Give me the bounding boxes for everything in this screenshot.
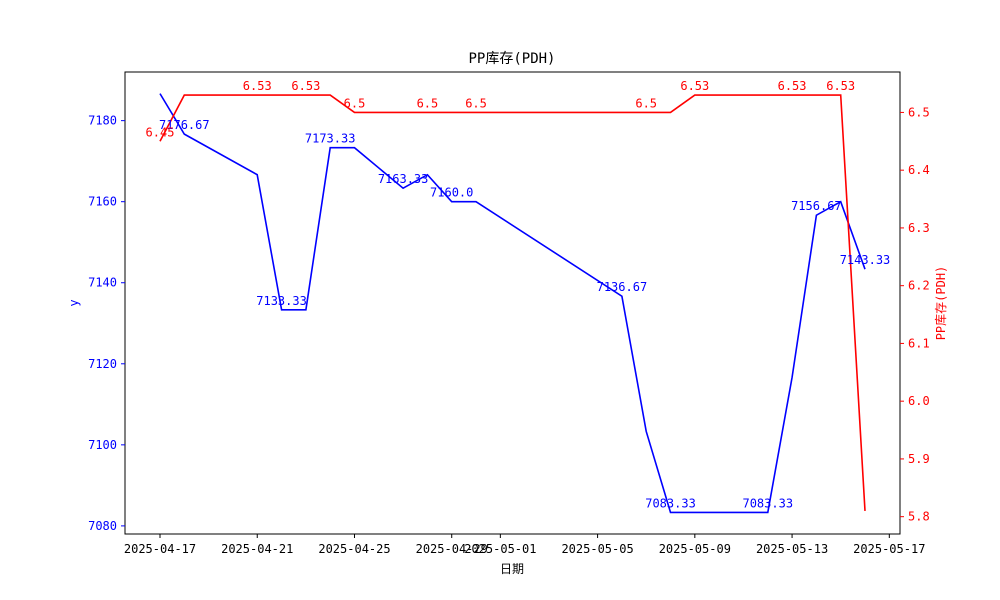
data-label: 7176.67 (159, 118, 210, 132)
y-right-tick-label: 6.2 (908, 279, 930, 293)
y-right-tick-label: 6.5 (908, 105, 930, 119)
x-tick-label: 2025-04-25 (318, 542, 390, 556)
x-tick-label: 2025-04-29 (416, 542, 488, 556)
data-label: 6.53 (826, 79, 855, 93)
x-axis-label: 日期 (500, 562, 524, 576)
data-label: 6.5 (465, 96, 487, 110)
x-tick-label: 2025-05-17 (853, 542, 925, 556)
x-tick-label: 2025-04-21 (221, 542, 293, 556)
data-label: 6.53 (291, 79, 320, 93)
y-right-axis-ticks: 5.8 5.9 6.0 6.1 6.2 6.3 6.4 6.5 (900, 105, 930, 524)
y-right-tick-label: 5.9 (908, 452, 930, 466)
data-label: 6.53 (778, 79, 807, 93)
data-label: 7133.33 (256, 294, 307, 308)
data-label: 6.5 (344, 96, 366, 110)
y-left-tick-label: 7140 (88, 276, 117, 290)
y-left-tick-label: 7120 (88, 357, 117, 371)
y-left-tick-label: 7080 (88, 519, 117, 533)
left-series-line (159, 93, 866, 514)
y-right-tick-label: 5.8 (908, 510, 930, 524)
y-left-tick-label: 7160 (88, 195, 117, 209)
y-right-axis-label: PP库存(PDH) (933, 266, 948, 341)
data-label: 7143.33 (840, 253, 891, 267)
y-left-axis-label: y (67, 299, 81, 306)
y-right-tick-label: 6.4 (908, 163, 930, 177)
data-label: 7136.67 (597, 280, 648, 294)
plot-area (124, 71, 901, 535)
chart-title: PP库存(PDH) (468, 51, 555, 67)
y-left-tick-label: 7180 (88, 114, 117, 128)
data-label: 6.5 (417, 96, 439, 110)
x-axis-ticks: 2025-04-17 2025-04-21 2025-04-25 2025-04-29… (124, 534, 925, 556)
series-group (159, 93, 866, 514)
data-label: 6.53 (243, 79, 272, 93)
x-tick-label: 2025-05-13 (756, 542, 828, 556)
data-label: 7156.67 (791, 199, 842, 213)
x-tick-label: 2025-05-01 (464, 542, 536, 556)
data-label: 6.53 (680, 79, 709, 93)
x-tick-label: 2025-05-09 (659, 542, 731, 556)
y-left-axis-ticks: 7080 7100 7120 7140 7160 7180 (88, 114, 125, 533)
x-tick-label: 2025-05-05 (561, 542, 633, 556)
data-label: 7163.33 (378, 172, 429, 186)
x-tick-label: 2025-04-17 (124, 542, 196, 556)
data-label: 6.5 (635, 96, 657, 110)
y-right-tick-label: 6.3 (908, 221, 930, 235)
y-left-tick-label: 7100 (88, 438, 117, 452)
data-label: 7160.0 (430, 186, 473, 200)
right-series-line (159, 94, 866, 511)
data-label: 6.45 (146, 125, 175, 139)
y-right-tick-label: 6.1 (908, 336, 930, 350)
data-label: 7083.33 (742, 496, 793, 510)
y-right-tick-label: 6.0 (908, 394, 930, 408)
data-label: 7083.33 (645, 496, 696, 510)
data-label: 7173.33 (305, 132, 356, 146)
